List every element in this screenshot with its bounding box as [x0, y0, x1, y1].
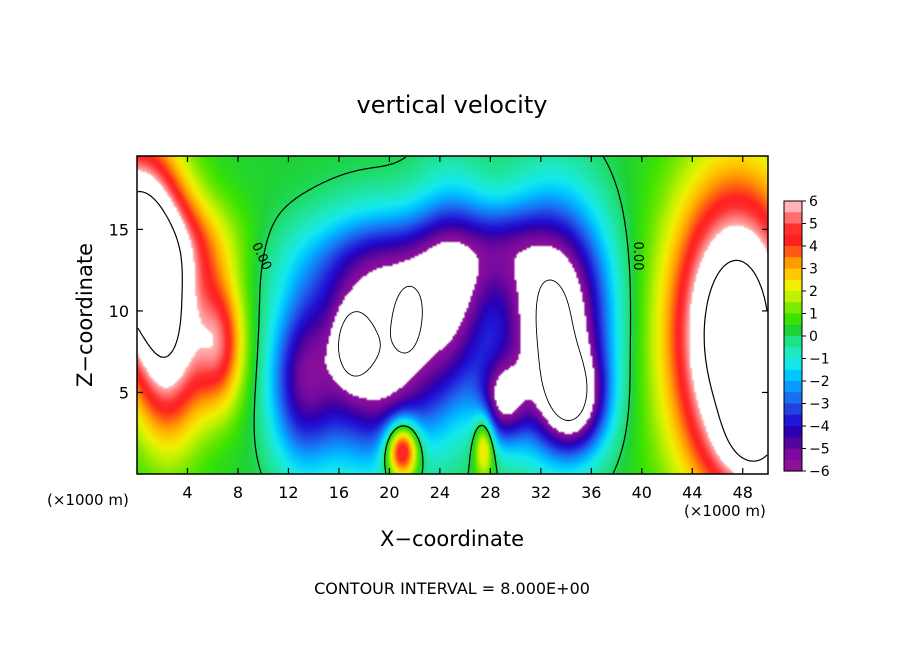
colorbar-label: 3: [809, 262, 818, 278]
x-tick-label: 28: [480, 483, 500, 502]
colorbar-label: −4: [809, 419, 830, 435]
chart-title: vertical velocity: [357, 91, 548, 119]
colorbar-swatch: [784, 459, 802, 472]
colorbar-swatch: [784, 426, 802, 438]
contour-line: [137, 190, 768, 462]
colorbar-swatch: [784, 201, 802, 213]
colorbar-label: −2: [809, 374, 830, 390]
colorbar-label: 0: [809, 329, 818, 345]
x-tick-label: 4: [182, 483, 192, 502]
colorbar-swatch: [784, 448, 802, 461]
colorbar-swatch: [784, 268, 802, 281]
colorbar-label: −3: [809, 397, 830, 413]
x-axis-label: X−coordinate: [380, 527, 524, 551]
x-tick-label: 16: [329, 483, 349, 502]
y-tick-label: 5: [119, 383, 129, 402]
x-tick-label: 20: [379, 483, 399, 502]
colorbar-label: 6: [809, 194, 818, 210]
negative-contour-line: [338, 279, 588, 421]
colorbar-label: −5: [809, 442, 830, 458]
colorbar-swatch: [784, 291, 802, 303]
zero-contours: [137, 156, 768, 474]
x-tick-label: 12: [278, 483, 298, 502]
x-unit-label-left: (×1000 m): [47, 491, 129, 509]
colorbar-swatch: [784, 358, 802, 371]
colorbar-swatch: [784, 347, 802, 360]
colorbar-swatch: [784, 324, 802, 337]
colorbar-label: 1: [809, 307, 818, 323]
x-tick-label: 44: [682, 483, 702, 502]
colorbar-swatch: [784, 381, 802, 393]
plot-frame: [136, 155, 769, 475]
colorbar-label: 4: [809, 239, 818, 255]
colorbar-swatch: [784, 257, 802, 270]
colorbar-label: −6: [809, 464, 830, 480]
colorbar-swatch: [784, 279, 802, 292]
x-unit-label-right: (×1000 m): [684, 502, 766, 520]
x-tick-label: 32: [531, 483, 551, 502]
colorbar-swatch: [784, 392, 802, 405]
y-tick-label: 15: [109, 220, 129, 239]
colorbar-swatch: [784, 212, 802, 225]
colorbar-swatch: [784, 246, 802, 258]
colorbar-swatch: [784, 437, 802, 450]
colorbar-label: 2: [809, 284, 818, 300]
x-tick-label: 40: [632, 483, 652, 502]
colorbar-swatch: [784, 302, 802, 315]
y-tick-label: 10: [109, 302, 129, 321]
y-axis-label: Z−coordinate: [73, 243, 97, 387]
colorbar-swatch: [784, 336, 802, 348]
zero-contour-label-right: 0.00: [630, 242, 645, 271]
colorbar-swatch: [784, 403, 802, 416]
velocity-field: [137, 156, 768, 474]
colorbar-label: 5: [809, 217, 818, 233]
x-tick-label: 8: [233, 483, 243, 502]
velocity-heatmap: [137, 156, 768, 474]
contour-interval-note: CONTOUR INTERVAL = 8.000E+00: [314, 579, 590, 598]
y-axis-ticks: 5 10 15: [109, 220, 768, 402]
colorbar-swatch: [784, 414, 802, 427]
x-tick-label: 48: [733, 483, 753, 502]
colorbar-swatch: [784, 369, 802, 382]
colorbar-swatch: [784, 234, 802, 247]
colorbar-swatch: [784, 313, 802, 326]
x-axis-ticks: 4 8 12 16 20 24 28 32 36 40 44 48: [182, 156, 753, 502]
x-tick-label: 36: [581, 483, 601, 502]
contour-line: [253, 156, 632, 474]
colorbar-swatch: [784, 223, 802, 236]
x-tick-label: 24: [430, 483, 450, 502]
colorbar-label: −1: [809, 352, 830, 368]
colorbar: 6 5 4 3 2 1 0 −1 −2 −3 −4 −5 −6: [783, 194, 830, 480]
